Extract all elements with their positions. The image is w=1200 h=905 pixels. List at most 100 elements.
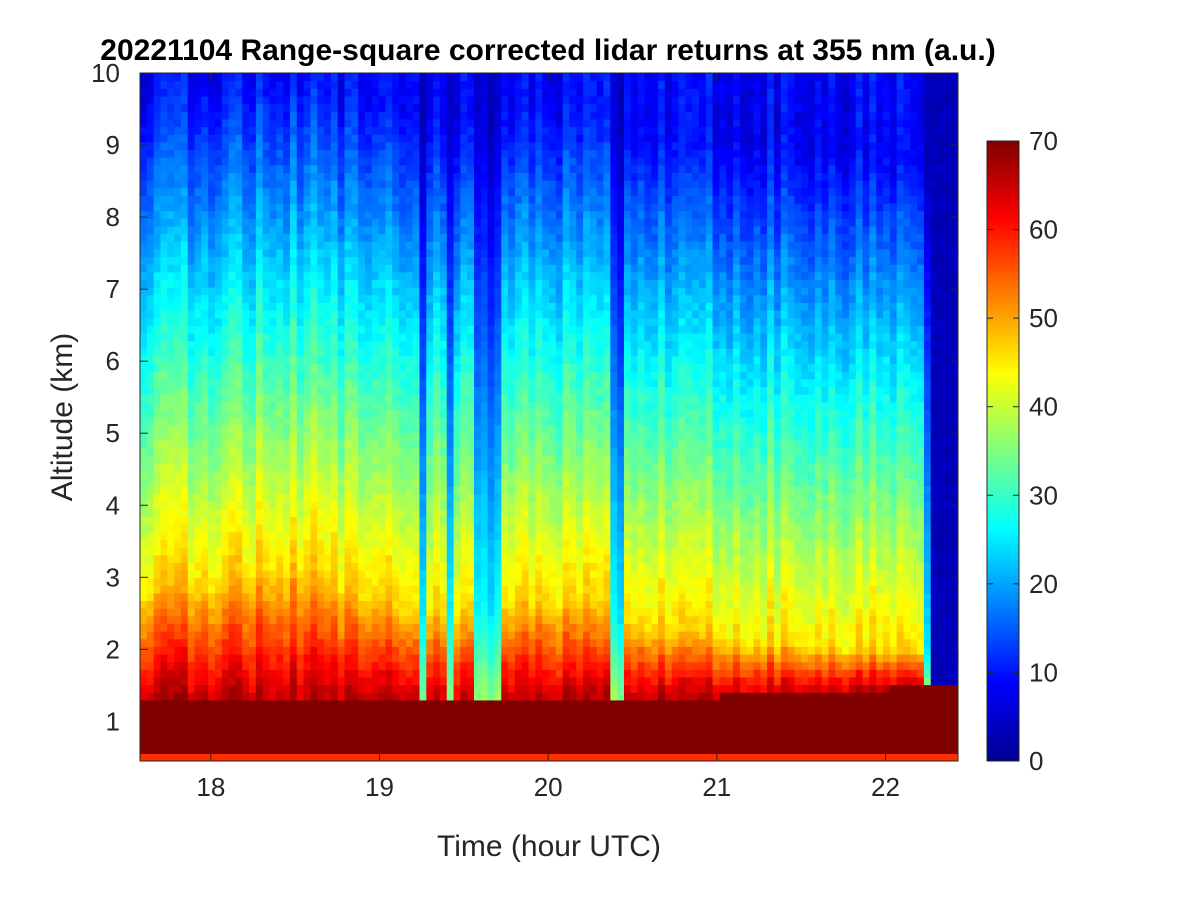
heatmap-cell <box>501 325 509 334</box>
heatmap-cell <box>187 585 196 594</box>
heatmap-cell <box>378 187 386 196</box>
heatmap-cell <box>324 195 332 204</box>
heatmap-cell <box>269 699 277 709</box>
heatmap-cell <box>242 631 250 640</box>
heatmap-cell <box>160 439 168 449</box>
heatmap-cell <box>385 653 393 663</box>
heatmap-cell <box>392 103 400 112</box>
heatmap-cell <box>167 394 175 403</box>
heatmap-cell <box>494 111 502 120</box>
heatmap-cell <box>235 539 243 548</box>
heatmap-cell <box>214 172 223 181</box>
heatmap-cell <box>276 753 284 761</box>
heatmap-cell <box>330 172 339 181</box>
heatmap-cell <box>446 355 455 365</box>
heatmap-cell <box>289 233 298 242</box>
heatmap-cell <box>201 103 209 112</box>
heatmap-cell <box>262 317 271 326</box>
heatmap-cell <box>180 126 189 135</box>
heatmap-cell <box>426 264 434 273</box>
heatmap-cell <box>351 73 359 82</box>
heatmap-cell <box>419 118 427 128</box>
heatmap-cell <box>269 531 277 540</box>
heatmap-cell <box>385 279 393 288</box>
heatmap-cell <box>269 88 277 97</box>
heatmap-cell <box>310 378 318 388</box>
heatmap-cell <box>344 554 352 563</box>
heatmap-cell <box>330 202 339 212</box>
heatmap-cell <box>317 386 325 395</box>
heatmap-cell <box>187 753 196 761</box>
heatmap-cell <box>146 692 155 701</box>
heatmap-cell <box>392 676 400 686</box>
heatmap-cell <box>433 608 441 617</box>
heatmap-cell <box>194 348 202 357</box>
heatmap-cell <box>460 340 468 349</box>
heatmap-cell <box>385 462 393 472</box>
heatmap-cell <box>426 218 434 227</box>
heatmap-cell <box>433 195 441 204</box>
heatmap-cell <box>351 738 359 747</box>
heatmap-cell <box>208 118 216 128</box>
heatmap-cell <box>474 424 482 433</box>
heatmap-cell <box>467 348 475 357</box>
heatmap-cell <box>249 462 257 472</box>
heatmap-cell <box>439 653 448 663</box>
heatmap-cell <box>303 447 312 456</box>
heatmap-cell <box>289 439 298 449</box>
heatmap-cell <box>385 646 393 655</box>
heatmap-cell <box>187 669 196 678</box>
heatmap-cell <box>180 516 189 525</box>
heatmap-cell <box>371 447 380 456</box>
heatmap-cell <box>262 279 271 288</box>
heatmap-cell <box>296 141 305 151</box>
heatmap-cell <box>174 676 182 686</box>
heatmap-cell <box>337 309 346 319</box>
heatmap-cell <box>269 248 277 258</box>
heatmap-cell <box>494 638 502 647</box>
heatmap-cell <box>269 134 277 143</box>
heatmap-cell <box>289 508 298 517</box>
heatmap-cell <box>269 73 277 82</box>
heatmap-cell <box>378 531 386 540</box>
heatmap-cell <box>160 95 168 105</box>
heatmap-cell <box>276 546 284 556</box>
heatmap-cell <box>160 745 168 754</box>
heatmap-cell <box>460 233 468 242</box>
heatmap-cell <box>221 111 230 120</box>
heatmap-cell <box>378 707 386 716</box>
heatmap-cell <box>371 623 380 632</box>
heatmap-cell <box>201 493 209 502</box>
heatmap-cell <box>289 271 298 280</box>
heatmap-cell <box>180 730 189 739</box>
heatmap-cell <box>303 524 312 533</box>
heatmap-cell <box>167 653 175 663</box>
heatmap-cell <box>167 233 175 242</box>
heatmap-cell <box>405 546 414 556</box>
heatmap-cell <box>289 363 298 372</box>
heatmap-cell <box>474 80 482 89</box>
heatmap-cell <box>249 386 257 395</box>
heatmap-cell <box>153 669 162 678</box>
heatmap-cell <box>160 615 168 624</box>
heatmap-cell <box>317 462 325 472</box>
heatmap-cell <box>160 248 168 258</box>
heatmap-cell <box>201 653 209 663</box>
heatmap-cell <box>351 669 359 678</box>
heatmap-cell <box>201 623 209 632</box>
heatmap-cell <box>351 149 359 158</box>
heatmap-cell <box>385 562 393 571</box>
heatmap-cell <box>153 485 162 495</box>
heatmap-cell <box>324 111 332 120</box>
heatmap-cell <box>262 332 271 342</box>
heatmap-cell <box>296 715 305 724</box>
heatmap-cell <box>201 501 209 510</box>
heatmap-cell <box>140 722 148 732</box>
heatmap-cell <box>153 287 162 296</box>
heatmap-cell <box>378 195 386 204</box>
heatmap-cell <box>317 325 325 334</box>
heatmap-cell <box>249 256 257 265</box>
heatmap-cell <box>160 562 168 571</box>
heatmap-cell <box>167 287 175 296</box>
heatmap-cell <box>167 462 175 472</box>
